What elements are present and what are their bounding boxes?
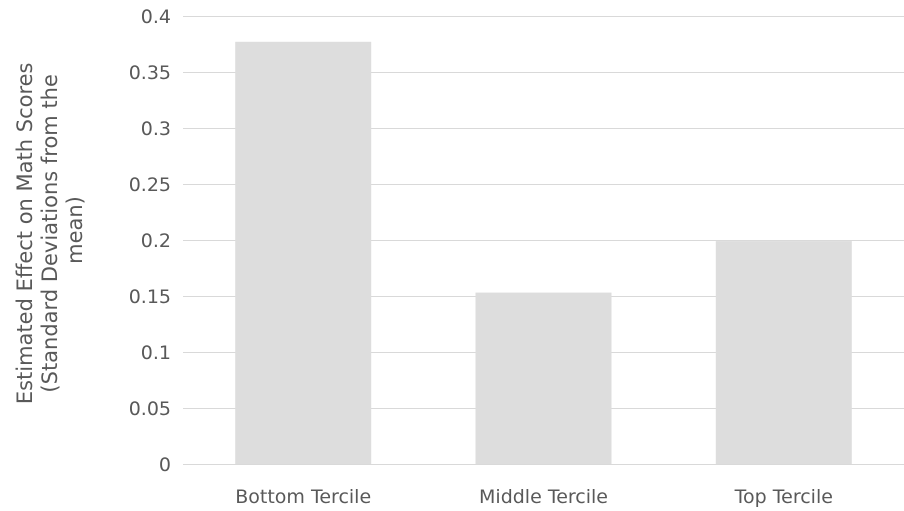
y-tick-label: 0 — [159, 454, 171, 476]
y-axis-title-line-1: Estimated Effect on Math Scores — [13, 63, 37, 405]
bar-bottom-tercile — [235, 41, 372, 465]
y-axis-title: Estimated Effect on Math Scores (Standar… — [13, 56, 87, 404]
x-tick-label: Bottom Tercile — [235, 486, 371, 508]
y-axis-tick-labels: 0 0.05 0.1 0.15 0.2 0.25 0.3 0.35 0.4 — [129, 6, 171, 476]
y-tick-label: 0.2 — [141, 230, 171, 252]
y-tick-label: 0.4 — [141, 6, 171, 28]
y-tick-label: 0.1 — [141, 342, 171, 364]
y-tick-label: 0.3 — [141, 118, 171, 140]
y-axis-title-line-2: (Standard Deviations from the — [38, 74, 62, 392]
bar-top-tercile — [715, 241, 852, 464]
y-tick-label: 0.15 — [129, 286, 171, 308]
x-tick-label: Middle Tercile — [479, 486, 608, 508]
x-tick-label: Top Tercile — [734, 486, 833, 508]
x-axis-tick-labels: Bottom Tercile Middle Tercile Top Tercile — [235, 486, 833, 508]
bars — [235, 41, 852, 465]
y-axis-title-line-3: mean) — [63, 196, 87, 264]
y-tick-label: 0.35 — [129, 62, 171, 84]
y-tick-label: 0.25 — [129, 174, 171, 196]
y-tick-label: 0.05 — [129, 398, 171, 420]
bar-middle-tercile — [475, 292, 612, 464]
